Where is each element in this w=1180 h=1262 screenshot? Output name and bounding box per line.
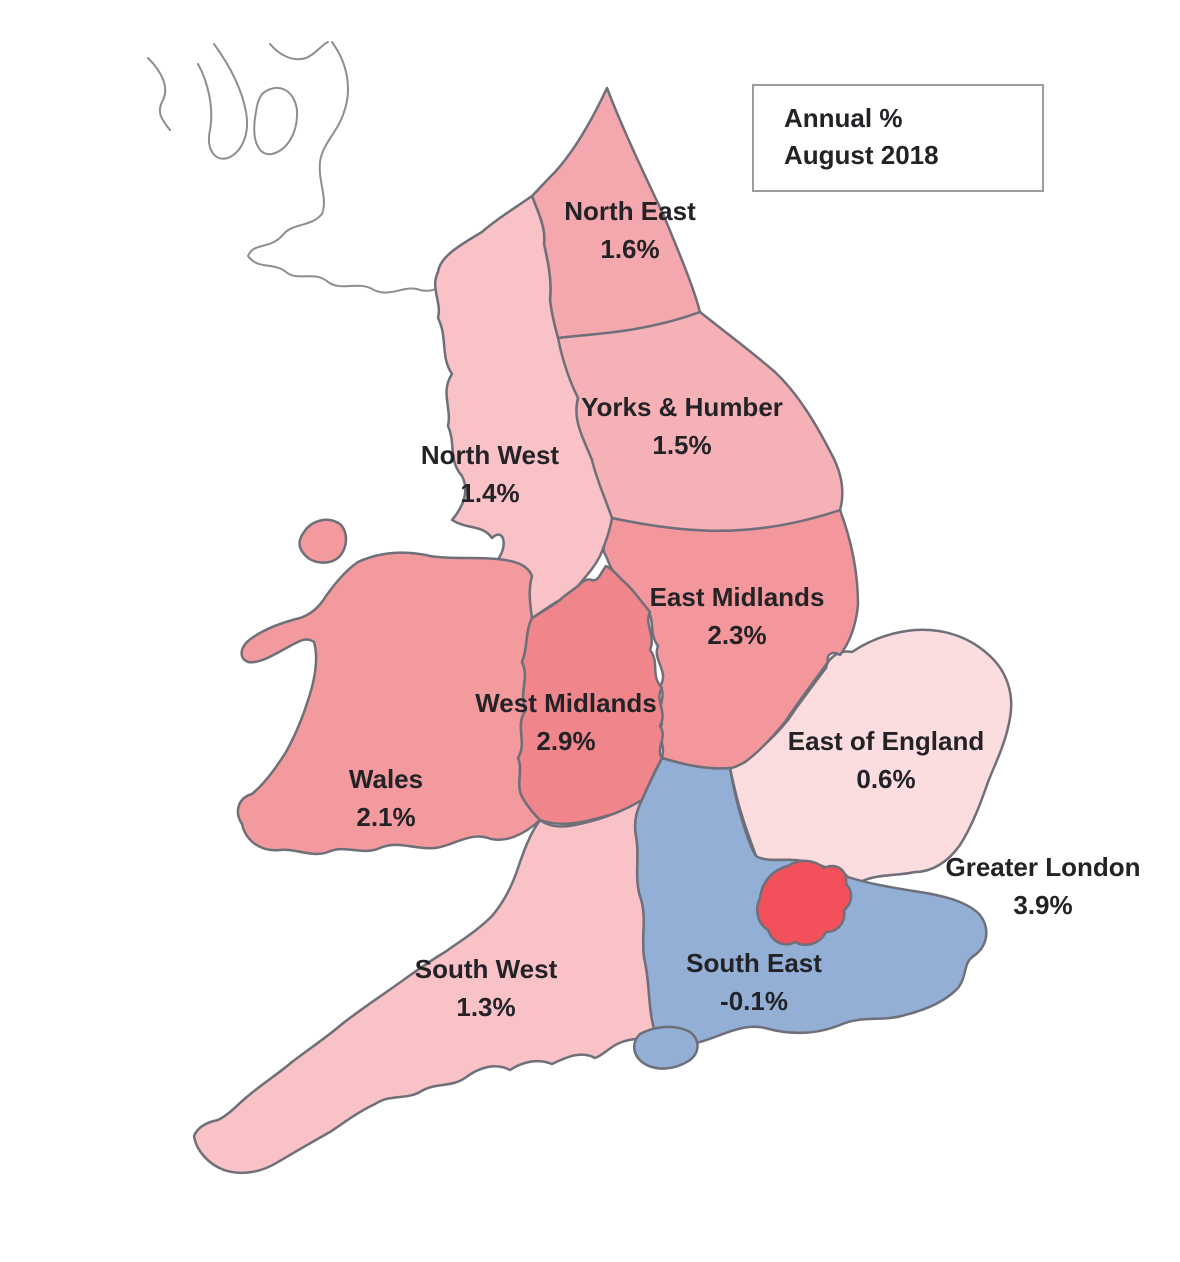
region-wales <box>236 551 542 856</box>
region-isle-of-wight <box>633 1025 699 1070</box>
region-greater-london <box>756 859 853 946</box>
region-anglesey-island <box>298 518 348 564</box>
region-south-west <box>192 798 657 1174</box>
legend-box: Annual % August 2018 <box>752 84 1044 192</box>
regions-group <box>192 86 1013 1174</box>
scotland-coast-fragment-west <box>147 57 171 131</box>
legend-line1: Annual % <box>784 103 903 133</box>
region-north-east <box>530 86 702 340</box>
scotland-coast-peninsula <box>197 43 248 160</box>
scotland-coast-top <box>269 41 329 61</box>
scotland-loch-outline <box>253 86 299 156</box>
legend-line2: August 2018 <box>784 140 939 170</box>
